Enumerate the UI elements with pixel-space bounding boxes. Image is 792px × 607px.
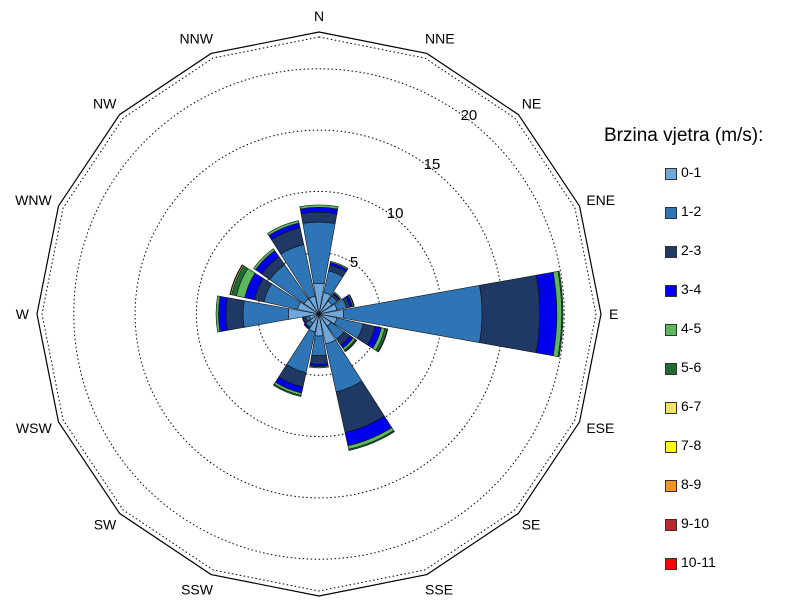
direction-label-w: W [16, 306, 30, 322]
legend-item-6-7: 6-7 [604, 398, 790, 437]
radial-tick-label-15: 15 [424, 156, 441, 173]
legend-swatch-0-1 [665, 168, 677, 180]
direction-label-ssw: SSW [181, 581, 214, 597]
legend-item-7-8: 7-8 [604, 437, 790, 476]
legend-label-7-8: 7-8 [681, 437, 702, 453]
petal-sse-5-6 [348, 430, 395, 451]
legend-items: 0-1 1-2 2-3 3-4 4-5 5-6 6-7 7-8 8-9 9-10 10-11 [604, 164, 790, 593]
direction-label-se: SE [522, 517, 541, 533]
petal-sw-3-4 [303, 323, 310, 330]
direction-label-nne: NNE [425, 31, 455, 47]
direction-label-nw: NW [93, 95, 117, 111]
outer-polygon-inner [41, 36, 597, 592]
radial-tick-label-20: 20 [461, 107, 478, 124]
petal-w-2-3 [225, 297, 245, 331]
outer-polygon-frame [36, 31, 602, 597]
petal-se-6-7 [344, 339, 358, 353]
petal-wnw-7-8 [229, 264, 243, 295]
legend-label-1-2: 1-2 [681, 203, 702, 219]
legend-item-8-9: 8-9 [604, 476, 790, 515]
legend-label-0-1: 0-1 [681, 164, 702, 180]
petal-ssw-5-6 [272, 383, 302, 397]
legend-label-8-9: 8-9 [681, 476, 702, 492]
legend-item-5-6: 5-6 [604, 359, 790, 398]
legend-item-2-3: 2-3 [604, 242, 790, 281]
petal-s-4-5 [309, 365, 329, 369]
direction-label-n: N [314, 8, 324, 24]
legend-swatch-7-8 [665, 441, 677, 453]
legend-label-3-4: 3-4 [681, 281, 702, 297]
grid-circle-20 [73, 68, 565, 560]
legend-swatch-5-6 [665, 363, 677, 375]
legend-swatch-3-4 [665, 285, 677, 297]
petal-ne-4-5 [333, 291, 342, 300]
legend-swatch-9-10 [665, 519, 677, 531]
legend-item-4-5: 4-5 [604, 320, 790, 359]
direction-labels: N NNE NE ENE E ESE SE SSE S SSW SW WSW W WNW NW NNW [15, 8, 618, 607]
legend-label-2-3: 2-3 [681, 242, 702, 258]
petal-e-2-3 [479, 274, 540, 354]
petal-nw-4-5 [253, 248, 276, 271]
petal-nne-4-5 [329, 260, 349, 271]
petal-n-4-5 [299, 204, 339, 210]
petal-e-5-6 [557, 270, 564, 358]
direction-label-wnw: WNW [15, 192, 52, 208]
legend-item-3-4: 3-4 [604, 281, 790, 320]
direction-label-sse: SSE [425, 581, 453, 597]
direction-label-ene: ENE [586, 192, 615, 208]
legend-label-10-11: 10-11 [681, 554, 716, 570]
legend-item-10-11: 10-11 [604, 554, 790, 593]
petal-wsw-3-4 [301, 317, 306, 324]
direction-label-nnw: NNW [180, 31, 214, 47]
wind-rose-petals [215, 204, 564, 451]
legend-swatch-1-2 [665, 207, 677, 219]
direction-label-s: S [314, 604, 323, 607]
direction-label-sw: SW [94, 517, 117, 533]
radial-tick-label-10: 10 [387, 205, 404, 222]
legend-swatch-4-5 [665, 324, 677, 336]
legend-swatch-8-9 [665, 480, 677, 492]
petal-w-3-4 [218, 295, 228, 333]
radial-tick-labels: 5 10 15 20 [350, 107, 477, 271]
direction-label-ne: NE [522, 95, 541, 111]
legend-label-4-5: 4-5 [681, 320, 702, 336]
direction-label-wsw: WSW [16, 420, 53, 436]
petal-ese-6-7 [377, 328, 389, 353]
petal-w-4-5 [215, 295, 221, 333]
petal-nnw-4-5 [267, 220, 300, 236]
outer-polygon [36, 31, 602, 597]
legend-label-6-7: 6-7 [681, 398, 702, 414]
petal-s-2-3 [309, 354, 329, 365]
direction-label-ese: ESE [586, 420, 614, 436]
legend-item-0-1: 0-1 [604, 164, 790, 203]
legend-swatch-10-11 [665, 558, 677, 570]
legend-item-1-2: 1-2 [604, 203, 790, 242]
legend: Brzina vjetra (m/s): 0-1 1-2 2-3 3-4 4-5 5-6 6… [604, 125, 790, 593]
legend-title: Brzina vjetra (m/s): [604, 125, 764, 146]
direction-label-e: E [609, 306, 618, 322]
radial-tick-label-5: 5 [350, 254, 358, 271]
legend-swatch-6-7 [665, 402, 677, 414]
legend-label-9-10: 9-10 [681, 515, 710, 531]
legend-label-5-6: 5-6 [681, 359, 702, 375]
petal-n-2-3 [300, 211, 338, 224]
legend-item-9-10: 9-10 [604, 515, 790, 554]
legend-swatch-2-3 [665, 246, 677, 258]
petal-ene-5-6 [348, 294, 355, 307]
